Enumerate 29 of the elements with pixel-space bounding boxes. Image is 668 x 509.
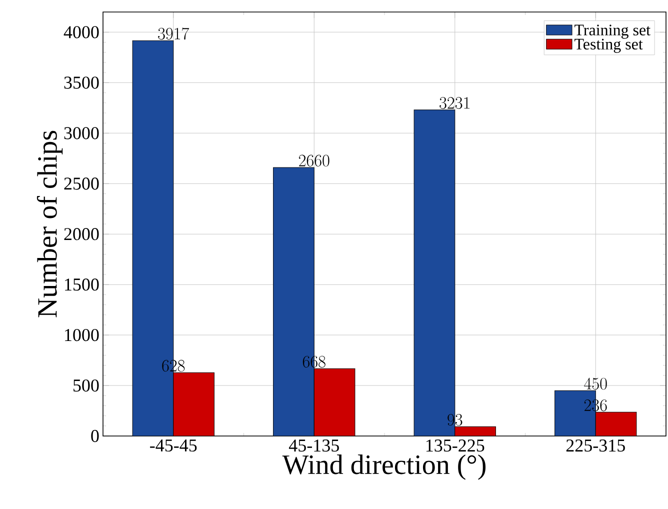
y-tick-label: 3000 <box>64 127 99 140</box>
y-tick-label: 500 <box>74 379 99 392</box>
y-axis-title: Number of chips <box>36 130 63 318</box>
legend-label: Testing set <box>574 38 643 53</box>
x-tick-label: 225-315 <box>566 440 625 452</box>
y-tick-label: 2000 <box>64 228 99 240</box>
y-tick-label: 4000 <box>64 26 99 38</box>
data-label: 3231 <box>440 97 470 109</box>
x-tick-label: -45-45 <box>150 440 197 452</box>
bar <box>595 412 637 436</box>
data-label: 93 <box>448 414 462 426</box>
data-label: 668 <box>302 356 326 368</box>
data-label: 450 <box>584 378 607 390</box>
y-tick-label: 1000 <box>65 328 99 342</box>
legend-label: Training set <box>574 24 650 39</box>
x-tick-label: 45-135 <box>288 440 339 452</box>
x-axis-title: Wind direction (°) <box>282 454 486 480</box>
data-label: 2660 <box>298 154 330 166</box>
y-tick-label: 0 <box>91 430 99 442</box>
y-tick-label: 3500 <box>64 76 99 89</box>
data-label: 628 <box>162 360 185 372</box>
bar <box>314 368 356 436</box>
x-tick-label: 135-225 <box>426 440 484 452</box>
bar <box>173 372 214 436</box>
data-label: 3917 <box>158 28 190 40</box>
y-tick-label: 2500 <box>64 178 99 190</box>
y-tick-label: 1500 <box>65 278 99 291</box>
data-label: 236 <box>584 400 607 412</box>
bar <box>454 426 496 436</box>
